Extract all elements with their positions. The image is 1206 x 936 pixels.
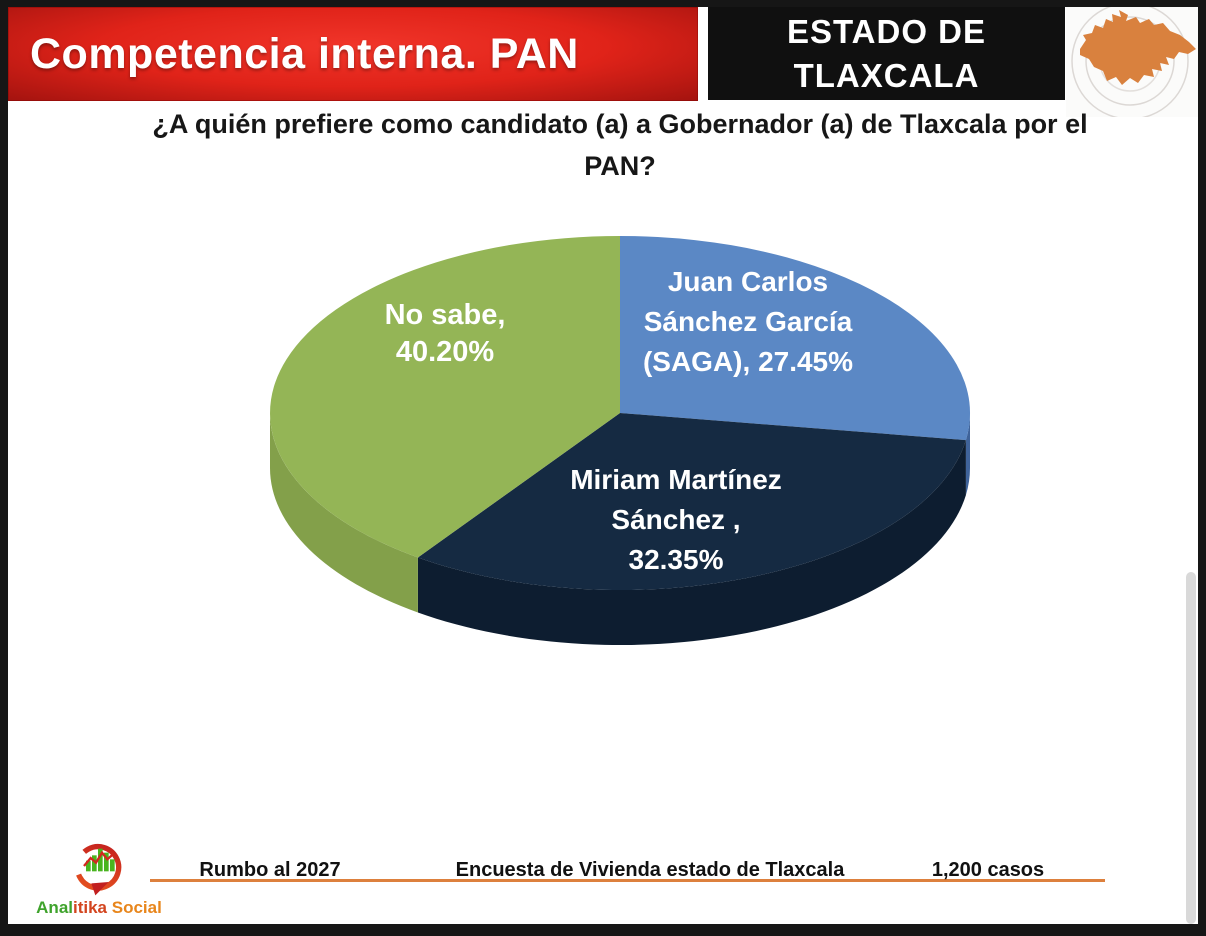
pie-slice-miriam bbox=[417, 413, 966, 590]
tlaxcala-state-shape bbox=[1080, 10, 1196, 85]
footer-cases: 1,200 casos bbox=[931, 859, 1045, 881]
logo-bars-icon bbox=[86, 848, 115, 872]
pie-slice-saga-side bbox=[965, 413, 971, 496]
footer-rumbo: Rumbo al 2027 bbox=[199, 859, 341, 881]
pie-label-miriam-line1: Miriam Martínez bbox=[570, 464, 782, 495]
pie-label-miriam-line2: Sánchez , bbox=[611, 504, 741, 535]
analitika-logo-icon bbox=[74, 843, 122, 896]
pie-label-miriam-line3: 32.35% bbox=[628, 544, 724, 575]
tlaxcala-map-icon bbox=[1071, 7, 1196, 117]
state-banner-line1: ESTADO DE bbox=[786, 13, 987, 50]
question-title: ¿A quién prefiere como candidato (a) a G… bbox=[20, 103, 1206, 187]
pie-label-saga: Juan Carlos Sánchez García (SAGA), 27.45… bbox=[643, 262, 853, 382]
pie-slice-saga bbox=[620, 236, 971, 441]
question-line-1: ¿A quién prefiere como candidato (a) a G… bbox=[152, 109, 1088, 139]
state-banner: ESTADO DE TLAXCALA bbox=[708, 7, 1065, 100]
pie-slice-nosabe-side bbox=[270, 413, 418, 613]
slide-title: Competencia interna. PAN bbox=[30, 29, 579, 78]
pie-label-nosabe-line2: 40.20% bbox=[395, 336, 495, 368]
pie-chart bbox=[270, 236, 971, 645]
pie-slice-miriam-side bbox=[417, 440, 966, 645]
pie-label-saga-line2: Sánchez García bbox=[643, 306, 853, 337]
analitika-logo-text: Analitika Social bbox=[24, 898, 174, 918]
pie-slice-nosabe bbox=[270, 236, 620, 558]
state-map-box bbox=[1066, 7, 1198, 117]
question-line-2: PAN? bbox=[584, 151, 656, 181]
pie-label-nosabe: No sabe, 40.20% bbox=[385, 297, 506, 371]
analitika-logo: Analitika Social bbox=[24, 834, 174, 926]
logo-text-part2: itika bbox=[73, 898, 108, 917]
pie-label-saga-line1: Juan Carlos bbox=[667, 266, 829, 297]
state-banner-line2: TLAXCALA bbox=[793, 57, 980, 94]
pie-label-nosabe-line1: No sabe, bbox=[384, 299, 506, 331]
footer-survey: Encuesta de Vivienda estado de Tlaxcala bbox=[455, 859, 845, 881]
logo-trendline-icon bbox=[83, 850, 115, 867]
pie-label-miriam: Miriam Martínez Sánchez , 32.35% bbox=[570, 460, 782, 580]
logo-text-part1: Anal bbox=[36, 898, 73, 917]
slide-title-banner: Competencia interna. PAN bbox=[8, 7, 698, 101]
scrollbar-thumb[interactable] bbox=[1186, 572, 1196, 924]
pie-label-saga-line3: (SAGA), 27.45% bbox=[642, 346, 854, 377]
logo-text-part3: Social bbox=[107, 898, 162, 917]
footer-divider-line bbox=[150, 879, 1105, 882]
